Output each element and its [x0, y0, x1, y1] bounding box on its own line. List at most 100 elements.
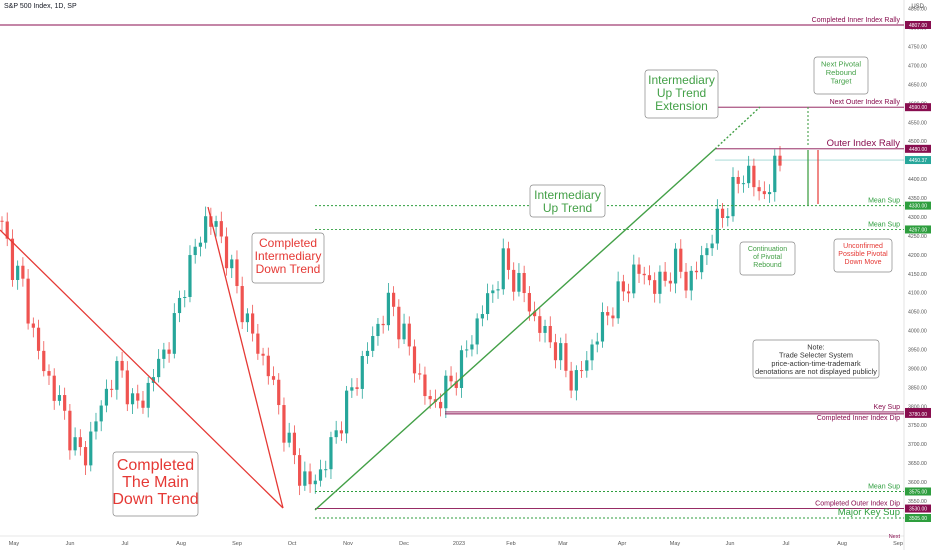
candle-body — [130, 393, 135, 405]
candle-body — [673, 248, 678, 284]
y-tick-label: 4000.00 — [908, 329, 927, 335]
candle-body — [590, 344, 594, 361]
candle-body — [606, 312, 610, 316]
candle-body — [626, 291, 631, 294]
candle-body — [339, 430, 343, 434]
price-level-label: Completed Inner Index Dip — [817, 415, 900, 422]
candle-body — [104, 388, 109, 406]
intermediate-down-annotation-box — [251, 232, 325, 284]
candle-body — [52, 375, 56, 401]
candle-body — [47, 371, 51, 376]
candle-body — [574, 370, 578, 391]
candle-body — [465, 349, 469, 351]
y-tick-label: 3750.00 — [908, 423, 927, 429]
y-tick-label: 4200.00 — [908, 253, 927, 259]
note-annotation-text: price-action-time-trademark — [771, 359, 861, 368]
candle-body — [381, 323, 385, 326]
candle-body — [715, 208, 719, 244]
candle-body — [402, 323, 406, 340]
candle-body — [439, 401, 443, 409]
candle-body — [684, 271, 688, 291]
price-tag-label: 3505.00 — [909, 516, 927, 522]
candle-body — [42, 350, 46, 372]
candle-body — [412, 346, 417, 374]
candle-body — [10, 238, 15, 280]
price-level-label: Mean Sup — [868, 483, 900, 490]
candle-body — [125, 370, 129, 405]
candle-body — [204, 216, 208, 243]
candle-body — [68, 410, 72, 451]
candle-body — [736, 176, 740, 184]
main-down-annotation-text: Down Trend — [112, 491, 198, 508]
candle-body — [397, 306, 401, 340]
candle-body — [99, 405, 103, 422]
x-tick-label: Oct — [288, 541, 297, 547]
candle-body — [616, 281, 620, 319]
y-tick-label: 4700.00 — [908, 64, 927, 70]
price-tag — [905, 21, 931, 29]
note-annotation-text: Note: — [807, 342, 824, 351]
price-level-label: Completed Inner Index Rally — [812, 17, 901, 24]
y-tick-label: 3800.00 — [908, 404, 927, 410]
price-tag-label: 4450.37 — [909, 158, 927, 164]
y-tick-label: 4850.00 — [908, 7, 927, 13]
candle-body — [538, 316, 542, 333]
candle-body — [360, 356, 364, 389]
candle-body — [710, 243, 714, 249]
candle-body — [251, 313, 255, 334]
price-tag — [905, 487, 931, 496]
candle-body — [647, 275, 652, 281]
candle-body — [757, 187, 761, 192]
candle-body — [188, 255, 192, 297]
candle-body — [282, 405, 286, 443]
candle-body — [632, 264, 636, 294]
candle-body — [579, 370, 584, 372]
candle-body — [89, 431, 93, 466]
candle-body — [480, 314, 484, 319]
candle-body — [485, 293, 490, 315]
candle-body — [230, 259, 234, 269]
candle-body — [256, 333, 260, 354]
candle-body — [392, 292, 396, 307]
candle-body — [209, 216, 213, 227]
candle-body — [491, 290, 495, 294]
candle-body — [496, 289, 500, 291]
candle-body — [277, 379, 281, 406]
candle-body — [324, 469, 328, 471]
candle-body — [668, 280, 672, 284]
candle-body — [266, 355, 270, 377]
candle-body — [261, 353, 265, 356]
unconfirmed-annotation-box — [833, 238, 893, 273]
candle-body — [329, 437, 333, 470]
candle-body — [762, 191, 766, 195]
intermediate-up-trend-line — [314, 148, 716, 511]
next-label: Next — [889, 534, 901, 540]
candle-body — [543, 325, 547, 333]
candle-body — [73, 437, 77, 451]
candle-body — [21, 265, 25, 279]
candle-body — [172, 313, 176, 354]
note-annotation-text: Trade Selecter System — [779, 351, 853, 360]
x-tick-label: Dec — [399, 541, 409, 547]
candle-body — [63, 395, 67, 411]
extension-annotation-text: Intermediary — [648, 73, 715, 87]
y-tick-label: 4150.00 — [908, 272, 927, 278]
x-tick-label: Apr — [618, 541, 627, 547]
candle-body — [287, 432, 291, 443]
extension-annotation-text: Extension — [655, 99, 708, 113]
price-tag — [905, 504, 931, 513]
price-level-label: Key Sup — [874, 404, 901, 411]
x-tick-label: Sep — [232, 541, 242, 547]
candle-body — [569, 370, 573, 391]
next-pivot-annotation-text: Rebound — [826, 68, 856, 77]
x-tick-label: 2023 — [453, 541, 465, 547]
candle-body — [663, 271, 667, 281]
x-tick-label: Jun — [726, 541, 735, 547]
price-tag — [905, 225, 931, 234]
y-tick-label: 4300.00 — [908, 215, 927, 221]
candle-body — [653, 280, 657, 294]
extension-line — [714, 106, 761, 150]
candle-body — [57, 395, 62, 401]
candle-body — [527, 293, 531, 312]
